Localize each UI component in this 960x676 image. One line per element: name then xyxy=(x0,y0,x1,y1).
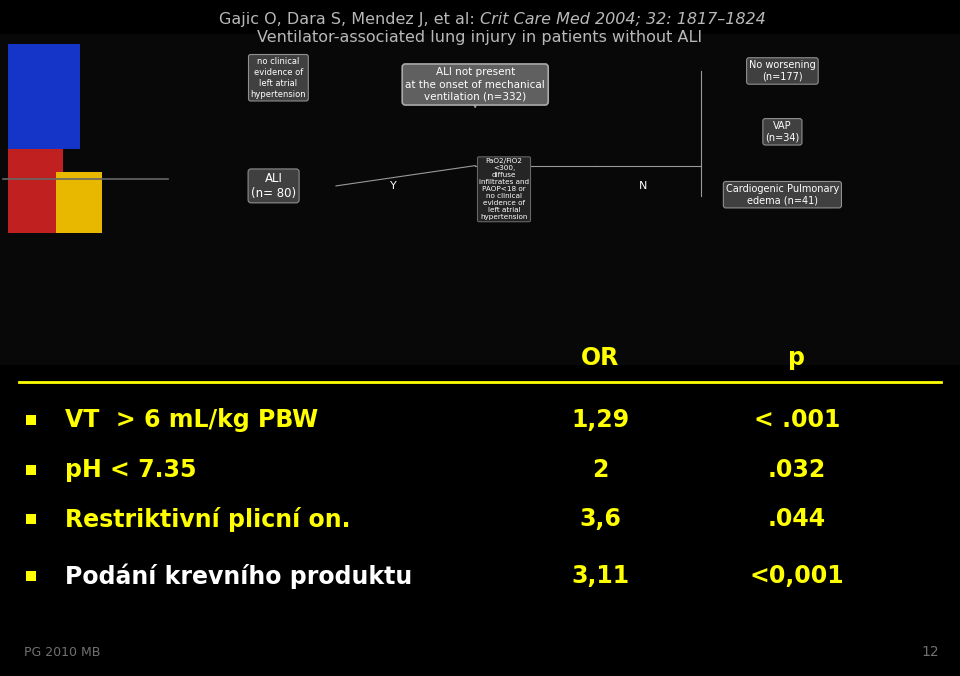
Bar xyxy=(0,34,960,365)
Text: OR: OR xyxy=(581,345,619,370)
Text: VT  > 6 mL/kg PBW: VT > 6 mL/kg PBW xyxy=(65,408,319,433)
Text: Crit Care Med 2004; 32: 1817–1824: Crit Care Med 2004; 32: 1817–1824 xyxy=(480,12,766,27)
Text: 3,11: 3,11 xyxy=(571,564,629,588)
Text: Podání krevního produktu: Podání krevního produktu xyxy=(65,563,413,589)
Text: 1,29: 1,29 xyxy=(571,408,629,433)
Bar xyxy=(56,172,102,233)
Text: VAP
(n=34): VAP (n=34) xyxy=(765,121,800,143)
Text: PG 2010 MB: PG 2010 MB xyxy=(24,646,101,659)
Text: PaO2/FiO2
<300,
diffuse
infiltrates and
PAOP<18 or
no clinical
evidence of
left : PaO2/FiO2 <300, diffuse infiltrates and … xyxy=(479,158,529,220)
Text: no clinical
evidence of
left atrial
hypertension: no clinical evidence of left atrial hype… xyxy=(251,57,306,99)
Text: .044: .044 xyxy=(768,507,826,531)
Text: 12: 12 xyxy=(922,645,939,659)
Text: Gajic O, Dara S, Mendez J, et al:: Gajic O, Dara S, Mendez J, et al: xyxy=(219,12,480,27)
Text: <0,001: <0,001 xyxy=(750,564,844,588)
Text: p: p xyxy=(788,345,805,370)
Text: ALI not present
at the onset of mechanical
ventilation (n=332): ALI not present at the onset of mechanic… xyxy=(405,67,545,102)
Text: Restriktivní plicní on.: Restriktivní plicní on. xyxy=(65,507,350,531)
Text: .032: .032 xyxy=(768,458,826,482)
Bar xyxy=(8,149,63,233)
Text: pH < 7.35: pH < 7.35 xyxy=(65,458,197,482)
Text: Cardiogenic Pulmonary
edema (n=41): Cardiogenic Pulmonary edema (n=41) xyxy=(726,184,839,206)
Text: 2: 2 xyxy=(591,458,609,482)
Text: N: N xyxy=(639,181,647,191)
Text: Y: Y xyxy=(390,181,397,191)
Text: No worsening
(n=177): No worsening (n=177) xyxy=(749,60,816,82)
Bar xyxy=(8,44,80,149)
Text: < .001: < .001 xyxy=(754,408,840,433)
Text: Ventilator-associated lung injury in patients without ALI: Ventilator-associated lung injury in pat… xyxy=(257,30,703,45)
Text: ALI
(n= 80): ALI (n= 80) xyxy=(251,172,297,200)
Text: 3,6: 3,6 xyxy=(579,507,621,531)
